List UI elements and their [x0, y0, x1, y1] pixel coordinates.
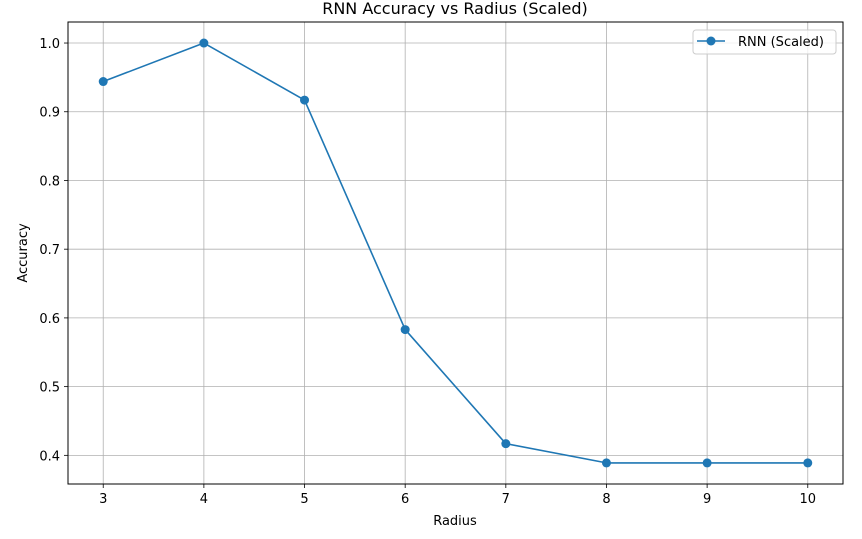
data-point	[199, 38, 209, 48]
y-axis-label: Accuracy	[16, 223, 31, 283]
y-tick-label: 0.5	[39, 381, 60, 396]
y-tick-label: 1.0	[39, 37, 60, 52]
y-tick-label: 0.9	[39, 106, 60, 121]
legend: RNN (Scaled)	[692, 29, 837, 55]
x-tick-label: 9	[703, 492, 711, 507]
x-tick-label: 10	[799, 492, 816, 507]
data-point	[400, 325, 410, 335]
y-tick-label: 0.7	[39, 243, 60, 258]
data-point	[300, 95, 310, 105]
data-point	[98, 77, 108, 87]
y-tick-label: 0.8	[39, 174, 60, 189]
data-point	[803, 458, 813, 468]
legend-marker-swatch	[706, 36, 716, 46]
series-layer	[98, 38, 813, 468]
chart-title: RNN Accuracy vs Radius (Scaled)	[322, 0, 588, 18]
y-tick-label: 0.6	[39, 312, 60, 327]
series-line	[102, 42, 808, 464]
data-point	[601, 458, 611, 468]
data-point	[702, 458, 712, 468]
grid-layer	[68, 22, 843, 484]
data-point	[501, 439, 511, 449]
x-tick-label: 7	[502, 492, 510, 507]
x-tick-label: 4	[200, 492, 208, 507]
legend-box	[692, 29, 837, 55]
x-axis-label: Radius	[433, 514, 477, 529]
plot-frame	[67, 21, 844, 485]
x-tick-label: 5	[300, 492, 308, 507]
ticks-layer: 3 4 5 6 7 8 9 10 0.4 0.5 0.6 0.7 0.8 0.9 1.0	[39, 37, 816, 507]
x-tick-label: 6	[401, 492, 409, 507]
legend-label: RNN (Scaled)	[738, 35, 824, 50]
x-tick-label: 8	[602, 492, 610, 507]
y-tick-label: 0.4	[39, 449, 60, 464]
x-tick-label: 3	[99, 492, 107, 507]
